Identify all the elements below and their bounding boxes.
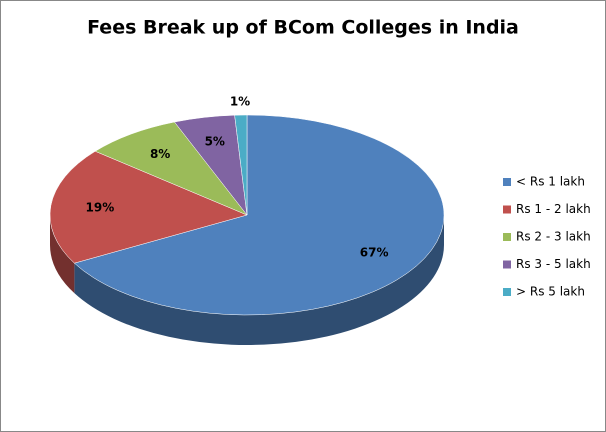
slice-side xyxy=(50,215,75,294)
slice xyxy=(94,121,248,216)
legend-swatch xyxy=(503,260,511,269)
chart-title: Fees Break up of BCom Colleges in India xyxy=(87,17,519,39)
legend-label: Rs 2 - 3 lakh xyxy=(516,230,591,244)
data-label: 1% xyxy=(230,95,250,109)
legend-label: > Rs 5 lakh xyxy=(516,285,585,299)
legend-label: < Rs 1 lakh xyxy=(516,175,585,189)
legend-swatch xyxy=(503,233,511,241)
data-label: 67% xyxy=(360,246,389,260)
legend-swatch xyxy=(503,178,511,186)
legend-label: Rs 1 - 2 lakh xyxy=(516,202,591,216)
legend-swatch xyxy=(503,288,511,296)
legend-swatch xyxy=(503,205,511,214)
legend-label: Rs 3 - 5 lakh xyxy=(516,257,591,271)
data-label: 8% xyxy=(150,147,170,161)
slice-side xyxy=(74,215,444,345)
slice xyxy=(234,114,248,216)
data-label: 5% xyxy=(205,134,225,148)
slice xyxy=(73,114,445,316)
slice xyxy=(49,150,248,264)
data-label: 19% xyxy=(86,200,115,214)
